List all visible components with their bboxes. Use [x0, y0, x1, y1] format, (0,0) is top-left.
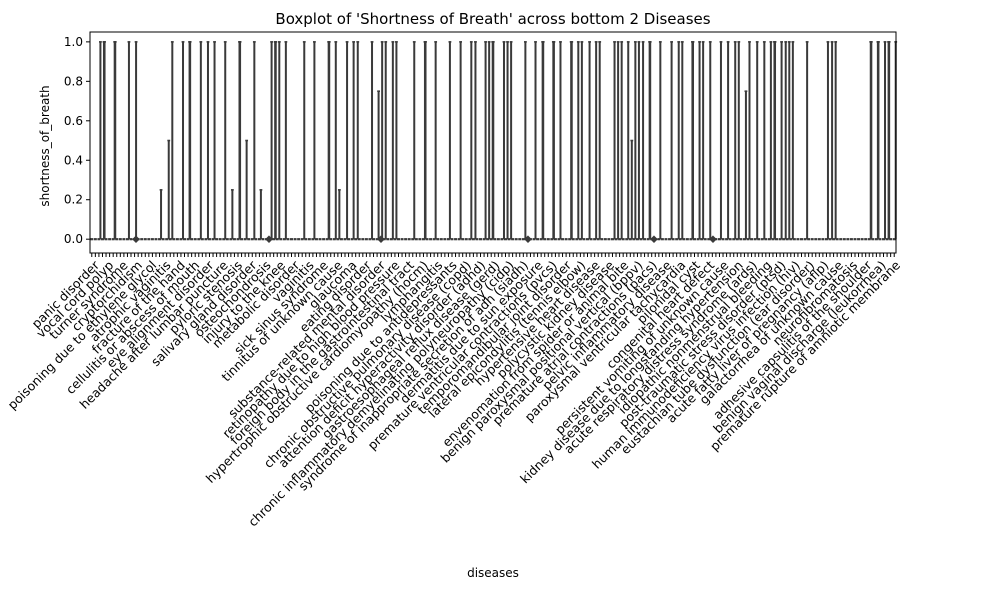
outlier-point	[709, 235, 717, 243]
plot-frame	[89, 31, 897, 254]
y-tick-label: 0.0	[64, 232, 83, 246]
outlier-point	[132, 235, 140, 243]
y-tick-label: 0.2	[64, 193, 83, 207]
outlier-point	[377, 235, 385, 243]
x-axis-label: diseases	[467, 566, 519, 580]
chart-title: Boxplot of 'Shortness of Breath' across …	[275, 10, 710, 28]
outlier-point	[650, 235, 658, 243]
y-tick-label: 0.6	[64, 114, 83, 128]
y-tick-label: 0.4	[64, 153, 83, 167]
y-tick-label: 1.0	[64, 35, 83, 49]
outlier-point	[524, 235, 532, 243]
y-axis-ticks: 0.0 0.2 0.4 0.6 0.8 1.0	[64, 35, 90, 246]
plot-area	[89, 31, 898, 254]
outlier-point	[265, 235, 273, 243]
y-tick-label: 0.8	[64, 74, 83, 88]
y-axis-label: shortness_of_breath	[38, 85, 52, 206]
